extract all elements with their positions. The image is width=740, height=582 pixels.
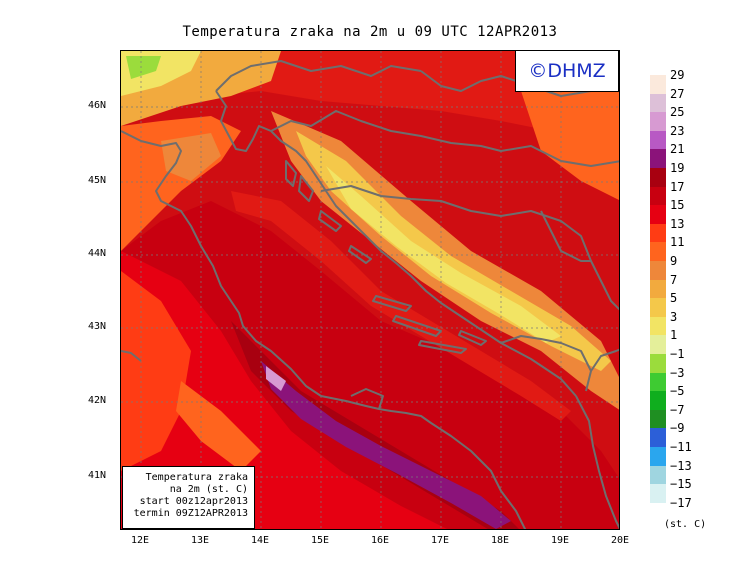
lon-label: 14E [250, 535, 270, 546]
legend-swatch [650, 130, 666, 150]
field-italy-hills [176, 381, 261, 471]
legend-label: 19 [670, 161, 685, 175]
legend-swatch [650, 409, 666, 429]
lon-label: 15E [310, 535, 330, 546]
legend-label: 15 [670, 198, 685, 213]
legend-swatch [650, 298, 666, 317]
dhmz-logo: ©DHMZ [515, 50, 619, 92]
legend-label: −15 [670, 477, 692, 492]
legend-label: 3 [670, 309, 678, 324]
info-line: Temperatura zraka [145, 472, 248, 483]
legend-label: −9 [670, 421, 685, 436]
legend-label: 5 [670, 291, 678, 306]
lon-label: 16E [370, 535, 390, 546]
field-italy-inland [121, 271, 191, 471]
field-dalmatian-coast [231, 191, 571, 421]
field-hotspot [266, 366, 286, 391]
legend-swatch [650, 205, 666, 224]
legend-label: −7 [670, 402, 685, 417]
field-northwest-coldest [126, 56, 161, 79]
legend-swatch [650, 354, 666, 373]
field-east-inland [521, 81, 619, 200]
legend-label: −13 [670, 458, 692, 473]
info-line: start 00z12apr2013 [139, 496, 248, 507]
lon-label: 13E [190, 535, 210, 546]
lon-label: 19E [550, 535, 570, 546]
legend-swatch [650, 149, 666, 168]
map-canvas [121, 51, 619, 529]
legend-label: 11 [670, 235, 685, 250]
lat-label: 42N [88, 395, 107, 406]
map-coastlines [121, 60, 619, 529]
legend-label: −5 [670, 384, 685, 399]
legend-label: −1 [670, 347, 685, 361]
legend-label: 27 [670, 86, 685, 101]
lon-label: 20E [610, 535, 630, 546]
lon-label: 18E [490, 535, 510, 546]
legend-swatch [650, 186, 666, 206]
legend-swatch [650, 484, 666, 503]
legend-label: 21 [670, 142, 685, 157]
legend-swatch [650, 335, 666, 354]
info-line: termin 09Z12APR2013 [133, 508, 248, 519]
legend-swatch [650, 168, 666, 187]
lat-label: 44N [88, 248, 107, 259]
legend-swatch [650, 279, 666, 299]
legend-swatch [650, 93, 666, 113]
map-graticule [121, 51, 619, 529]
legend-swatch [650, 112, 666, 131]
info-box: Temperatura zraka na 2m (st. C) start 00… [122, 466, 255, 529]
field-dinaric-core [296, 131, 611, 371]
lon-label: 12E [130, 535, 150, 546]
map-title: Temperatura zraka na 2m u 09 UTC 12APR20… [182, 24, 558, 40]
legend-swatch [650, 372, 666, 392]
field-italy-coast-hot [261, 361, 511, 529]
legend-label: 17 [670, 179, 685, 194]
lon-label: 17E [430, 535, 450, 546]
temperature-map [120, 50, 620, 530]
legend-label: 9 [670, 254, 678, 268]
lat-label: 46N [88, 100, 107, 111]
legend-swatch [650, 447, 666, 466]
legend-label: 7 [670, 272, 678, 287]
legend-swatch [650, 465, 666, 485]
lat-label: 45N [88, 175, 107, 186]
legend-units: (st. C) [664, 519, 707, 530]
field-dinaric-peaks [326, 166, 561, 343]
legend-label: −17 [670, 495, 692, 510]
field-italy [121, 251, 447, 529]
legend-swatch [650, 242, 666, 261]
legend-swatch [650, 316, 666, 336]
lat-label: 41N [88, 470, 107, 481]
legend-label: −11 [670, 440, 692, 454]
legend-label: 13 [670, 216, 685, 231]
legend-swatch [650, 75, 666, 94]
lat-label: 43N [88, 321, 107, 332]
legend-label: 1 [670, 328, 678, 343]
legend-label: 23 [670, 123, 685, 138]
info-line: na 2m (st. C) [169, 484, 248, 495]
legend-swatch [650, 428, 666, 447]
field-istria [161, 133, 221, 181]
legend-label: 25 [670, 105, 685, 120]
legend-label: −3 [670, 365, 685, 380]
legend-swatch [650, 391, 666, 410]
legend-swatch [650, 223, 666, 243]
legend-swatch [650, 261, 666, 280]
legend-label: 29 [670, 68, 685, 82]
